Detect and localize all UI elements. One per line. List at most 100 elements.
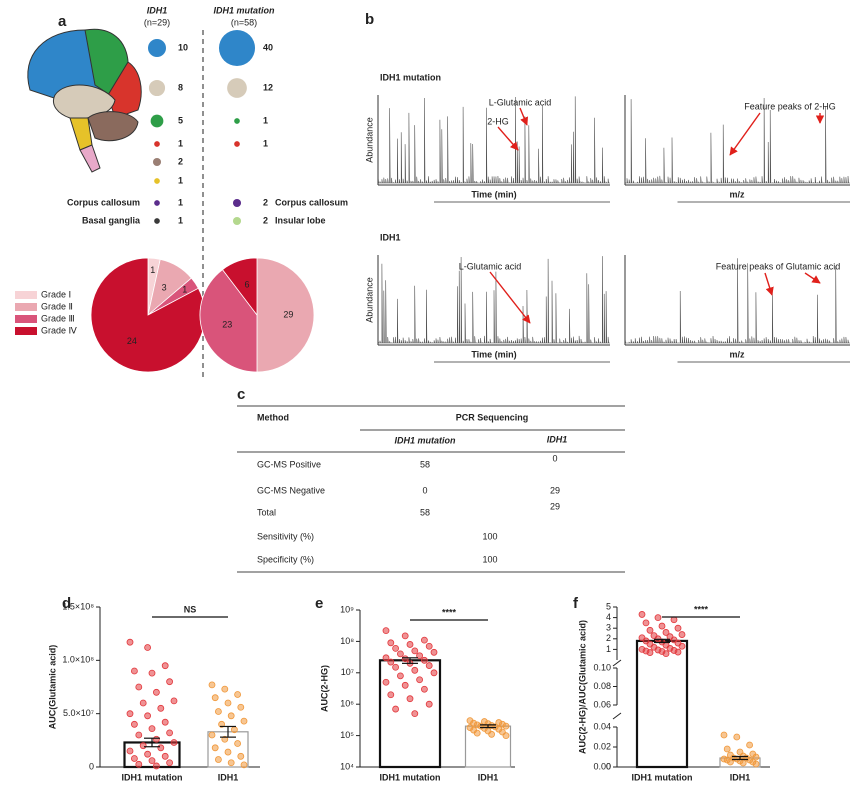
axis-break	[612, 659, 622, 667]
data-point	[144, 750, 152, 758]
table-subheader: IDH1	[547, 434, 568, 444]
bubble-value: 1	[178, 175, 183, 185]
data-point	[430, 648, 438, 656]
y-tick-label: 2	[606, 633, 611, 643]
data-point	[166, 759, 174, 767]
y-tick-label: 10⁸	[340, 636, 354, 646]
bubble-value: 2	[263, 197, 268, 207]
annotation-arrow	[764, 272, 774, 296]
bubble	[232, 216, 242, 226]
data-point	[148, 725, 156, 732]
data-point	[406, 641, 414, 648]
significance-label: ****	[694, 604, 709, 614]
y-tick-label: 1.0×10⁸	[62, 655, 94, 665]
table-cell: 58	[420, 459, 430, 469]
spectrum-trace	[624, 97, 850, 184]
data-point	[674, 648, 682, 656]
x-tick-label: IDH1	[478, 772, 499, 782]
data-point	[240, 717, 248, 725]
data-point	[227, 712, 235, 720]
panel-label: f	[573, 595, 579, 612]
axis-label: Abundance	[364, 117, 374, 163]
peak-annotation: L-Glutamic acid	[459, 261, 522, 271]
data-point	[392, 705, 400, 713]
data-point	[240, 761, 248, 769]
bubble	[234, 141, 240, 147]
data-point	[646, 626, 654, 634]
data-point	[152, 735, 160, 743]
chromatogram-trace	[377, 96, 610, 184]
data-point	[139, 699, 147, 707]
data-point	[130, 667, 138, 675]
annotation-arrow	[489, 271, 531, 324]
data-point	[746, 741, 753, 749]
data-point	[678, 642, 686, 650]
data-point	[221, 685, 229, 693]
data-point	[161, 662, 169, 670]
data-point	[723, 745, 731, 753]
group-title: IDH1	[147, 5, 168, 15]
data-point	[733, 733, 741, 741]
y-tick-label: 5.0×10⁷	[63, 708, 94, 718]
legend-swatch	[15, 327, 37, 335]
data-point	[148, 757, 156, 764]
legend-label: Grade Ⅰ	[41, 289, 71, 299]
data-point	[126, 710, 134, 718]
peak-annotation: Feature peaks of Glutamic acid	[716, 261, 841, 271]
data-point	[420, 636, 428, 644]
data-point	[126, 747, 134, 755]
panel-label: e	[315, 595, 323, 612]
data-point	[430, 669, 438, 677]
data-point	[166, 678, 174, 686]
slice-label: 24	[127, 336, 137, 346]
significance-label: ****	[442, 607, 457, 617]
slice-label: 29	[283, 309, 293, 319]
y-tick-label: 0	[89, 761, 94, 771]
row-label: Total	[257, 507, 276, 517]
annotation-arrow	[804, 272, 821, 284]
y-tick-label: 1	[606, 644, 611, 654]
y-tick-label: 0.06	[593, 699, 611, 709]
data-point	[170, 697, 178, 705]
pie-slice	[256, 257, 315, 373]
data-point	[152, 762, 160, 770]
legend-label: Grade Ⅲ	[41, 313, 75, 323]
y-tick-label: 1.5×10⁸	[62, 601, 94, 611]
data-point	[420, 656, 428, 664]
data-point	[411, 647, 419, 655]
data-point	[727, 758, 734, 766]
slice-label: 23	[222, 319, 232, 329]
data-point	[387, 658, 395, 666]
data-point	[237, 703, 245, 711]
data-point	[234, 740, 242, 747]
bubble-value: 1	[263, 138, 268, 148]
y-tick-label: 0.02	[593, 741, 611, 751]
table-subheader: IDH1 mutation	[394, 435, 456, 445]
panel-label: d	[62, 595, 71, 612]
data-point	[166, 729, 174, 737]
table-cell: 0	[552, 453, 557, 463]
y-tick-label: 10⁹	[340, 604, 354, 614]
data-point	[638, 611, 646, 618]
data-point	[739, 759, 747, 767]
data-point	[752, 753, 760, 761]
table-rules	[237, 405, 625, 573]
data-point	[387, 639, 395, 647]
data-point	[720, 731, 728, 739]
data-point	[382, 627, 390, 635]
data-point	[411, 710, 419, 718]
table-header: Method	[257, 412, 289, 422]
annotation-arrow	[497, 126, 519, 151]
region-name: Corpus callosum	[67, 197, 140, 207]
spectrum-trace	[624, 258, 850, 344]
y-axis-label: AUC(Glutamic acid)	[47, 645, 57, 730]
bubble	[152, 157, 162, 167]
data-point	[157, 744, 165, 752]
data-point	[646, 649, 654, 656]
brain-illustration	[27, 28, 142, 173]
bubble-value: 1	[178, 138, 183, 148]
panel-label: b	[365, 11, 374, 28]
x-tick-label: IDH1 mutation	[121, 772, 182, 782]
data-point	[139, 742, 147, 750]
legend-swatch	[15, 315, 37, 323]
